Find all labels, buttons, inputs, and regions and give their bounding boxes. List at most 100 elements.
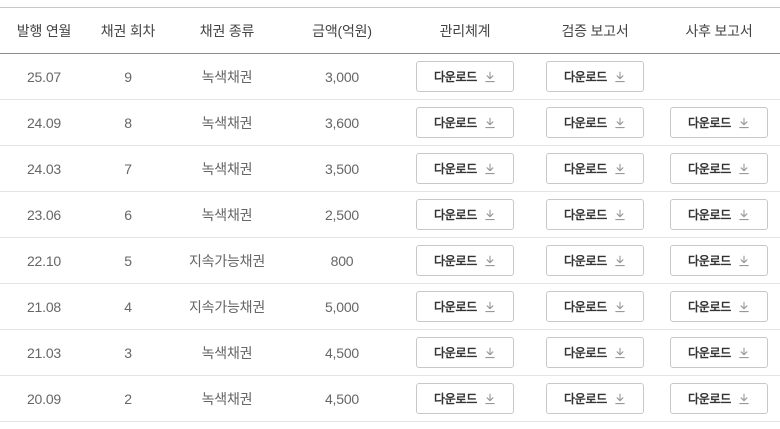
header-amount: 금액(억원): [312, 22, 372, 39]
download-button-label: 다운로드: [688, 208, 731, 222]
download-button-label: 다운로드: [434, 300, 477, 314]
download-button-label: 다운로드: [564, 346, 607, 360]
download-button-verification[interactable]: 다운로드: [546, 291, 644, 322]
download-icon: [485, 117, 495, 128]
cell-bond-series: 7: [124, 160, 132, 177]
download-button-label: 다운로드: [564, 116, 607, 130]
download-button-verification[interactable]: 다운로드: [546, 383, 644, 414]
cell-management: 다운로드: [398, 337, 532, 368]
cell-amount: 4,500: [324, 344, 360, 361]
download-button-verification[interactable]: 다운로드: [546, 245, 644, 276]
download-button-management[interactable]: 다운로드: [416, 153, 514, 184]
cell-issue-date: 21.03: [26, 344, 62, 361]
download-icon: [485, 347, 495, 358]
download-icon: [739, 393, 749, 404]
cell-verification: 다운로드: [532, 199, 658, 230]
download-button-post-report[interactable]: 다운로드: [670, 153, 768, 184]
cell-bond-series: 8: [124, 114, 132, 131]
download-button-label: 다운로드: [688, 162, 731, 176]
download-icon: [615, 163, 625, 174]
download-button-label: 다운로드: [564, 208, 607, 222]
cell-bond-type: 녹색채권: [201, 206, 253, 223]
download-icon: [615, 255, 625, 266]
download-button-management[interactable]: 다운로드: [416, 245, 514, 276]
download-button-post-report[interactable]: 다운로드: [670, 199, 768, 230]
cell-post-report: 다운로드: [658, 199, 780, 230]
download-icon: [485, 393, 495, 404]
download-button-verification[interactable]: 다운로드: [546, 199, 644, 230]
header-bond-type: 채권 종류: [199, 22, 255, 39]
download-icon: [485, 301, 495, 312]
download-button-management[interactable]: 다운로드: [416, 383, 514, 414]
download-icon: [739, 255, 749, 266]
cell-bond-type: 녹색채권: [201, 344, 253, 361]
download-button-management[interactable]: 다운로드: [416, 291, 514, 322]
cell-post-report: 다운로드: [658, 291, 780, 322]
download-button-verification[interactable]: 다운로드: [546, 337, 644, 368]
cell-issue-date: 24.09: [26, 114, 62, 131]
table-row: 20.09 2 녹색채권 4,500 다운로드 다운로드 다운로드: [0, 376, 780, 422]
download-button-post-report[interactable]: 다운로드: [670, 337, 768, 368]
cell-bond-series: 5: [124, 252, 132, 269]
download-button-label: 다운로드: [688, 116, 731, 130]
cell-verification: 다운로드: [532, 383, 658, 414]
cell-bond-series: 9: [124, 68, 132, 85]
download-icon: [485, 209, 495, 220]
cell-post-report: 다운로드: [658, 153, 780, 184]
cell-bond-type: 지속가능채권: [188, 252, 266, 269]
cell-bond-series: 4: [124, 298, 132, 315]
download-button-label: 다운로드: [564, 70, 607, 84]
table-row: 23.06 6 녹색채권 2,500 다운로드 다운로드 다운로드: [0, 192, 780, 238]
cell-issue-date: 21.08: [26, 298, 62, 315]
download-button-management[interactable]: 다운로드: [416, 337, 514, 368]
cell-management: 다운로드: [398, 199, 532, 230]
download-icon: [739, 301, 749, 312]
cell-amount: 3,500: [324, 160, 360, 177]
download-button-verification[interactable]: 다운로드: [546, 61, 644, 92]
download-button-post-report[interactable]: 다운로드: [670, 291, 768, 322]
cell-post-report: 다운로드: [658, 245, 780, 276]
download-button-management[interactable]: 다운로드: [416, 199, 514, 230]
download-icon: [739, 117, 749, 128]
cell-issue-date: 24.03: [26, 160, 62, 177]
table-row: 22.10 5 지속가능채권 800 다운로드 다운로드 다운로드: [0, 238, 780, 284]
download-icon: [739, 163, 749, 174]
table-header-row: 발행 연월 채권 회차 채권 종류 금액(억원) 관리체계 검증 보고서 사후 …: [0, 8, 780, 54]
table-row: 21.03 3 녹색채권 4,500 다운로드 다운로드 다운로드: [0, 330, 780, 376]
cell-bond-type: 지속가능채권: [188, 298, 266, 315]
header-management: 관리체계: [439, 22, 491, 39]
download-button-post-report[interactable]: 다운로드: [670, 245, 768, 276]
cell-bond-type: 녹색채권: [201, 160, 253, 177]
download-icon: [485, 255, 495, 266]
download-button-verification[interactable]: 다운로드: [546, 153, 644, 184]
download-button-label: 다운로드: [688, 254, 731, 268]
cell-bond-type: 녹색채권: [201, 114, 253, 131]
cell-amount: 5,000: [324, 298, 360, 315]
cell-verification: 다운로드: [532, 291, 658, 322]
cell-management: 다운로드: [398, 61, 532, 92]
cell-bond-series: 2: [124, 390, 132, 407]
download-button-management[interactable]: 다운로드: [416, 107, 514, 138]
cell-verification: 다운로드: [532, 61, 658, 92]
download-icon: [615, 209, 625, 220]
table-body: 25.07 9 녹색채권 3,000 다운로드 다운로드 24.09 8 녹색채…: [0, 54, 780, 422]
download-icon: [615, 71, 625, 82]
bond-issuance-table: 발행 연월 채권 회차 채권 종류 금액(억원) 관리체계 검증 보고서 사후 …: [0, 7, 780, 422]
download-button-post-report[interactable]: 다운로드: [670, 107, 768, 138]
table-row: 24.03 7 녹색채권 3,500 다운로드 다운로드 다운로드: [0, 146, 780, 192]
download-button-verification[interactable]: 다운로드: [546, 107, 644, 138]
download-icon: [485, 163, 495, 174]
header-post-report: 사후 보고서: [685, 22, 753, 39]
download-button-management[interactable]: 다운로드: [416, 61, 514, 92]
download-button-label: 다운로드: [434, 346, 477, 360]
cell-management: 다운로드: [398, 291, 532, 322]
table-row: 24.09 8 녹색채권 3,600 다운로드 다운로드 다운로드: [0, 100, 780, 146]
cell-amount: 3,000: [324, 68, 360, 85]
download-button-label: 다운로드: [564, 392, 607, 406]
cell-amount: 3,600: [324, 114, 360, 131]
cell-amount: 800: [330, 252, 354, 269]
download-button-post-report[interactable]: 다운로드: [670, 383, 768, 414]
download-icon: [615, 347, 625, 358]
download-icon: [739, 347, 749, 358]
